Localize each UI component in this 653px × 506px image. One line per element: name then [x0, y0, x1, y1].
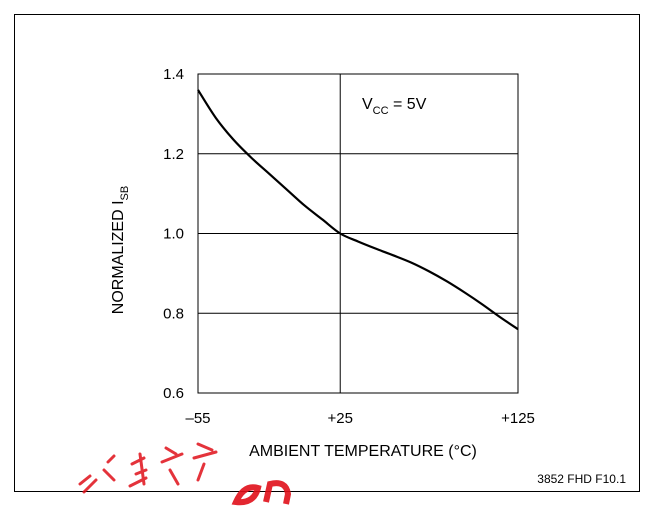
y-axis-title: NORMALIZED ISB	[110, 186, 131, 314]
x-tick-label: –55	[185, 410, 210, 427]
vcc-annotation: VCC = 5V	[362, 96, 427, 117]
y-tick-label: 1.4	[163, 66, 184, 83]
annotation-main: V	[362, 96, 373, 113]
watermark	[78, 442, 292, 506]
annotation-rest: = 5V	[389, 96, 427, 113]
x-axis-ticks: –55 +25 +125	[185, 410, 534, 427]
x-axis-title: AMBIENT TEMPERATURE (°C)	[249, 443, 477, 460]
annotation-sub: CC	[373, 105, 389, 117]
plot-border	[197, 73, 519, 394]
y-tick-label: 1.0	[163, 226, 184, 243]
gridlines	[197, 73, 519, 394]
y-tick-label: 0.8	[163, 305, 184, 322]
chart-frame	[14, 14, 640, 492]
y-axis-title-main: NORMALIZED I	[110, 200, 127, 314]
y-tick-label: 1.2	[163, 146, 184, 163]
x-tick-label: +125	[501, 410, 535, 427]
series-line	[197, 89, 519, 331]
y-axis-title-sub: SB	[119, 186, 131, 201]
x-tick-label: +25	[327, 410, 352, 427]
y-axis-ticks: 0.6 0.8 1.0 1.2 1.4	[163, 66, 184, 402]
y-tick-label: 0.6	[163, 385, 184, 402]
figure-id: 3852 FHD F10.1	[537, 472, 626, 486]
